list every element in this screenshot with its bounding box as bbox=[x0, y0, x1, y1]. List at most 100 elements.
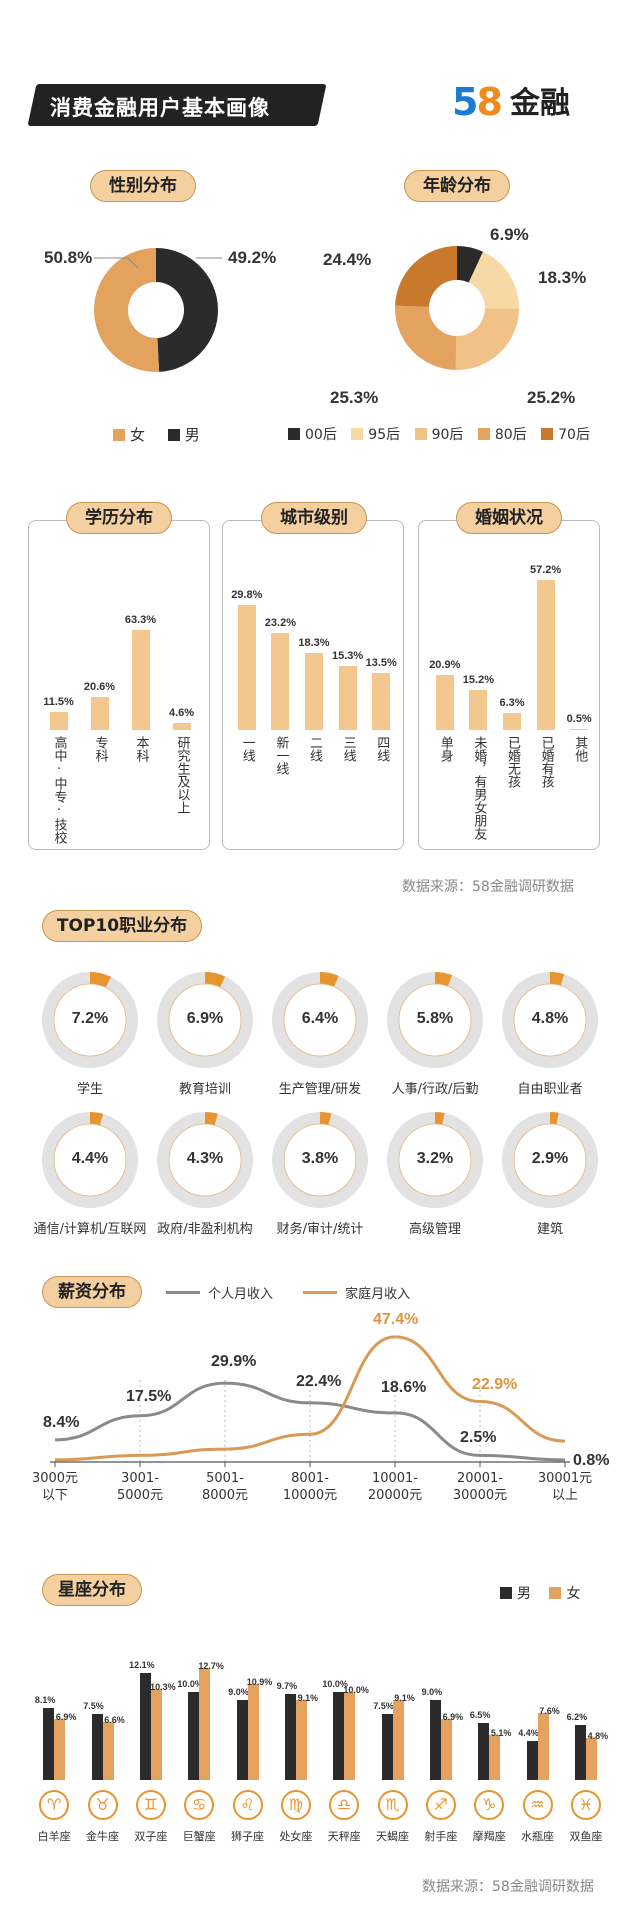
salary-legend: 个人月收入 家庭月收入 bbox=[166, 1283, 410, 1302]
occupation-value: 4.4% bbox=[71, 1150, 109, 1167]
zodiac-bar-female bbox=[150, 1688, 162, 1780]
marriage-bar bbox=[536, 580, 555, 730]
occupation-label: 自由职业者 bbox=[517, 1082, 583, 1097]
occupation-title: TOP10职业分布 bbox=[42, 910, 202, 942]
city-bar bbox=[271, 632, 290, 730]
gender-donut bbox=[94, 248, 222, 372]
zodiac-bar-female bbox=[102, 1721, 114, 1780]
zodiac-legend: 男 女 bbox=[500, 1583, 580, 1603]
zodiac-icon: ♎ bbox=[329, 1790, 360, 1820]
zodiac-icon: ♏ bbox=[377, 1790, 408, 1820]
zodiac-bar-value: 8.1% bbox=[34, 1695, 56, 1706]
city-bar-value: 15.3% bbox=[331, 649, 364, 662]
marriage-bar-label: 已婚无孩 bbox=[505, 736, 520, 788]
zodiac-label: 射手座 bbox=[424, 1830, 458, 1843]
occupation-value: 6.4% bbox=[301, 1010, 339, 1027]
gender-slice-male bbox=[156, 248, 218, 372]
age-legend: 00后 95后 90后 80后 70后 bbox=[288, 424, 590, 444]
logo-58: 58 bbox=[452, 80, 503, 124]
zodiac-bar-value: 5.1% bbox=[490, 1727, 512, 1738]
salary-value-personal: 22.4% bbox=[296, 1372, 342, 1390]
zodiac-bar-value: 6.5% bbox=[469, 1709, 491, 1720]
zodiac-label: 狮子座 bbox=[231, 1830, 264, 1843]
legend-item-female: 女 bbox=[113, 426, 145, 444]
salary-value-personal: 17.5% bbox=[126, 1387, 172, 1405]
zodiac-bar-value: 10.3% bbox=[150, 1681, 176, 1692]
zodiac-icon: ♑ bbox=[474, 1790, 505, 1820]
zodiac-bar-female bbox=[440, 1718, 452, 1780]
marriage-bar-value: 15.2% bbox=[462, 674, 494, 687]
education-bar-label: 专科 bbox=[92, 736, 108, 762]
city-bar bbox=[305, 653, 323, 730]
zodiac-icon: ♉ bbox=[87, 1790, 118, 1820]
zodiac-bar-value: 7.6% bbox=[539, 1705, 560, 1716]
occupation-slice bbox=[90, 972, 111, 988]
occupation-donut bbox=[157, 972, 253, 1068]
zodiac-bar-value: 7.5% bbox=[83, 1700, 104, 1711]
zodiac-label: 摩羯座 bbox=[472, 1830, 506, 1843]
occupation-donut bbox=[42, 1112, 138, 1208]
marriage-bar bbox=[570, 728, 589, 730]
salary-x-label: 3000元 以下 bbox=[31, 1471, 79, 1503]
zodiac-bar-value: 4.8% bbox=[587, 1730, 609, 1741]
city-bar-value: 29.8% bbox=[231, 589, 263, 601]
age-label-80: 25.3% bbox=[330, 388, 379, 407]
occupation-label: 财务/审计/统计 bbox=[276, 1222, 364, 1237]
city-bar-label: 四线 bbox=[374, 736, 390, 762]
zodiac-bar-female bbox=[199, 1667, 211, 1780]
occupation-donut bbox=[272, 1112, 368, 1208]
age-slice-00 bbox=[457, 246, 484, 283]
salary-title: 薪资分布 bbox=[42, 1276, 142, 1308]
zodiac-bar-value: 6.6% bbox=[104, 1714, 125, 1725]
education-bar bbox=[90, 697, 109, 730]
salary-line-chart bbox=[50, 1335, 570, 1467]
occupation-value: 2.9% bbox=[531, 1150, 569, 1167]
zodiac-bar-male bbox=[526, 1741, 538, 1780]
zodiac-label: 处女座 bbox=[279, 1830, 313, 1843]
data-source-2: 数据来源：58金融调研数据 bbox=[422, 1879, 594, 1895]
marriage-bar-label: 其他 bbox=[572, 736, 588, 762]
marriage-bar-value: 0.5% bbox=[566, 712, 592, 725]
occupation-slice bbox=[320, 1112, 332, 1126]
occupation-slice bbox=[90, 1112, 104, 1126]
zodiac-bar-value: 9.1% bbox=[297, 1692, 319, 1703]
salary-x-label: 5001- 8000元 bbox=[201, 1471, 249, 1503]
zodiac-label: 金牛座 bbox=[86, 1830, 119, 1843]
salary-value-personal: 29.9% bbox=[211, 1353, 257, 1371]
salary-x-label: 8001- 10000元 bbox=[282, 1471, 338, 1503]
marriage-bar-label: 已婚有孩 bbox=[538, 736, 554, 788]
zodiac-bar-value: 9.1% bbox=[394, 1692, 415, 1703]
zodiac-bar-value: 9.0% bbox=[421, 1687, 443, 1698]
education-bar bbox=[49, 711, 68, 730]
education-title: 学历分布 bbox=[66, 502, 172, 534]
zodiac-bar-male bbox=[139, 1672, 151, 1780]
zodiac-icon: ♈ bbox=[39, 1790, 70, 1820]
occupation-label: 人事/行政/后勤 bbox=[391, 1082, 479, 1097]
zodiac-label: 双鱼座 bbox=[569, 1830, 603, 1843]
legend-item-male: 男 bbox=[167, 426, 200, 444]
zodiac-bar-male bbox=[429, 1700, 441, 1780]
zodiac-bar-value: 10.0% bbox=[322, 1678, 348, 1689]
occupation-donut bbox=[387, 972, 483, 1068]
zodiac-bar-value: 10.9% bbox=[246, 1676, 273, 1687]
zodiac-bar-male bbox=[574, 1725, 586, 1780]
occupation-donut bbox=[157, 1112, 253, 1208]
occupation-slice bbox=[550, 1112, 559, 1125]
marriage-bar-value: 57.2% bbox=[529, 564, 562, 576]
salary-line-personal bbox=[54, 1381, 566, 1462]
occupation-donut bbox=[502, 1112, 598, 1208]
zodiac-bar-male bbox=[91, 1713, 103, 1780]
city-bar-label: 新一线 bbox=[273, 736, 289, 775]
occupation-value: 5.8% bbox=[416, 1010, 454, 1027]
gender-label-female: 50.8% bbox=[44, 248, 93, 267]
education-bar-label: 本科 bbox=[133, 736, 149, 762]
age-slice-70 bbox=[395, 246, 457, 307]
age-label-95: 18.3% bbox=[538, 268, 587, 287]
zodiac-bar-female bbox=[585, 1737, 597, 1780]
zodiac-bar-female bbox=[489, 1734, 501, 1780]
zodiac-bar-value: 7.5% bbox=[373, 1700, 394, 1711]
legend-item-zodiac-male: 男 bbox=[500, 1586, 531, 1602]
zodiac-icon: ♓ bbox=[570, 1790, 601, 1820]
zodiac-bar-value: 6.2% bbox=[566, 1712, 588, 1723]
zodiac-bar-value: 12.7% bbox=[198, 1660, 224, 1671]
